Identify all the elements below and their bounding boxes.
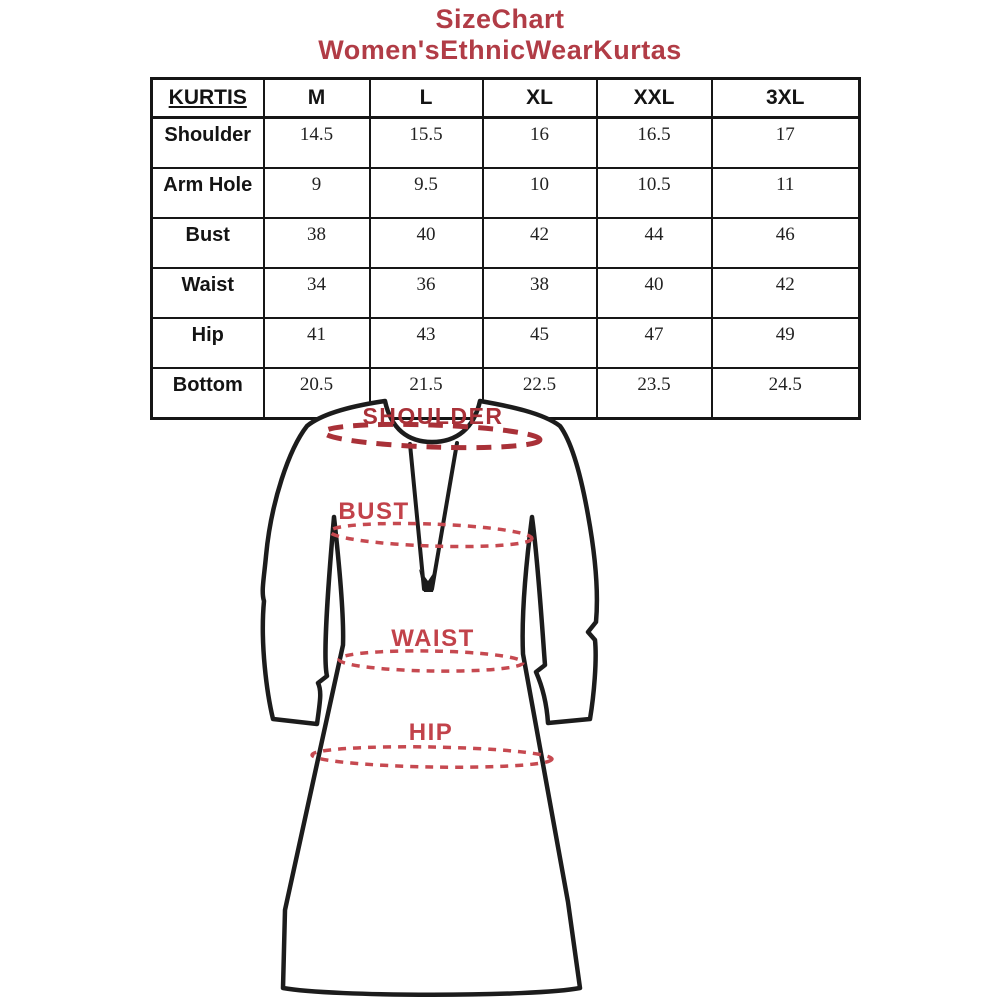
header-cell-l: L — [368, 77, 484, 119]
cell-value: 17 — [710, 116, 861, 169]
table-row-bust: Bust 38 40 42 44 46 — [150, 217, 861, 269]
shoulder-label: SHOULDER — [362, 403, 503, 429]
cell-value: 34 — [262, 267, 371, 319]
size-table: KURTIS M L XL XXL 3XL Shoulder 14.5 15.5… — [150, 77, 861, 420]
cell-value: 16 — [481, 116, 598, 169]
neck-placket — [408, 441, 459, 591]
row-label: Bottom — [150, 367, 265, 420]
cell-value: 38 — [481, 267, 598, 319]
cell-value: 10.5 — [595, 167, 713, 219]
kurta-outline — [260, 398, 600, 997]
size-table-header-row: KURTIS M L XL XXL 3XL — [150, 77, 861, 119]
cell-value: 14.5 — [262, 116, 371, 169]
cell-value: 41 — [262, 317, 371, 369]
cell-value: 44 — [595, 217, 713, 269]
placket-tip — [419, 569, 436, 592]
table-row-bottom: Bottom 20.5 21.5 22.5 23.5 24.5 — [150, 367, 861, 420]
cell-value: 23.5 — [595, 367, 713, 420]
waist-label: WAIST — [391, 625, 475, 652]
cell-value: 49 — [710, 317, 861, 369]
cell-value: 9 — [262, 167, 371, 219]
cell-value: 24.5 — [710, 367, 861, 420]
cell-value: 40 — [595, 267, 713, 319]
shoulder-measure-ellipse — [321, 421, 543, 451]
cell-value: 36 — [368, 267, 484, 319]
title-line-1: SizeChart — [435, 4, 565, 34]
cell-value: 45 — [481, 317, 598, 369]
title-line-2: Women'sEthnicWearKurtas — [318, 35, 682, 65]
table-row-hip: Hip 41 43 45 47 49 — [150, 317, 861, 369]
cell-value: 47 — [595, 317, 713, 369]
row-label: Hip — [150, 317, 265, 369]
hip-label: HIP — [409, 719, 454, 746]
header-cell-xxl: XXL — [595, 77, 713, 119]
cell-value: 46 — [710, 217, 861, 269]
hip-measure-ellipse — [310, 745, 554, 769]
bust-label: BUST — [338, 498, 409, 525]
row-label: Bust — [150, 217, 265, 269]
cell-value: 42 — [481, 217, 598, 269]
table-row-shoulder: Shoulder 14.5 15.5 16 16.5 17 — [150, 116, 861, 169]
bust-measure-ellipse — [328, 521, 534, 549]
cell-value: 9.5 — [368, 167, 484, 219]
cell-value: 15.5 — [368, 116, 484, 169]
cell-value: 40 — [368, 217, 484, 269]
header-cell-kurtis: KURTIS — [150, 77, 265, 119]
header-cell-3xl: 3XL — [710, 77, 861, 119]
cell-value: 16.5 — [595, 116, 713, 169]
table-row-waist: Waist 34 36 38 40 42 — [150, 267, 861, 319]
page-title: SizeChart Women'sEthnicWearKurtas — [0, 4, 1000, 66]
row-label: Waist — [150, 267, 265, 319]
waist-measure-ellipse — [337, 649, 525, 673]
cell-value: 38 — [262, 217, 371, 269]
row-label: Shoulder — [150, 116, 265, 169]
table-row-armhole: Arm Hole 9 9.5 10 10.5 11 — [150, 167, 861, 219]
cell-value: 11 — [710, 167, 861, 219]
row-label: Arm Hole — [150, 167, 265, 219]
cell-value: 43 — [368, 317, 484, 369]
header-cell-xl: XL — [481, 77, 598, 119]
cell-value: 42 — [710, 267, 861, 319]
header-cell-m: M — [262, 77, 371, 119]
cell-value: 10 — [481, 167, 598, 219]
